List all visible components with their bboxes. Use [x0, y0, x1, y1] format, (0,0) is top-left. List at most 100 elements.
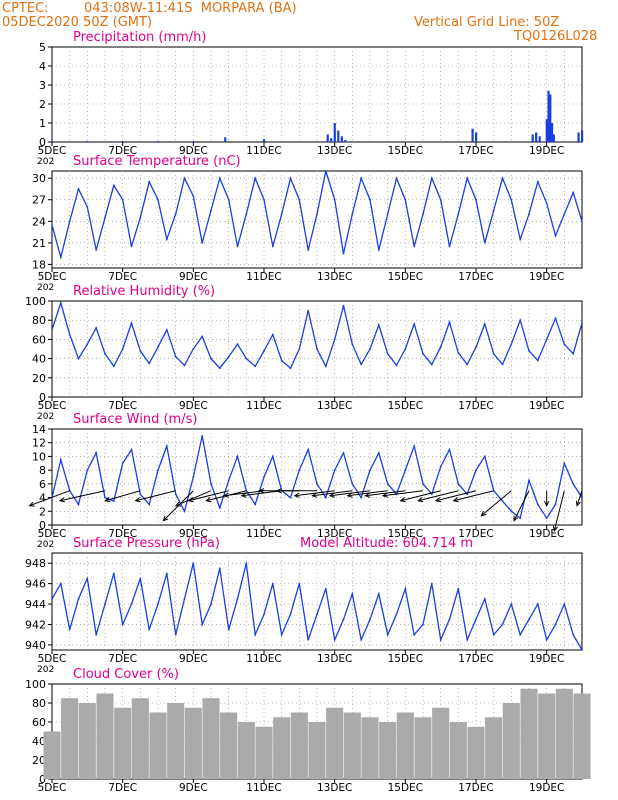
- x-tick-label: 11DEC: [246, 528, 281, 540]
- precip-bar: [340, 136, 343, 142]
- wind-arrow-head: [293, 492, 300, 498]
- series-point: [545, 638, 548, 641]
- wind-arrow-head: [311, 492, 318, 498]
- series-point: [360, 496, 363, 499]
- y-tick-label: 0: [39, 136, 46, 149]
- x-tick-label: 5DEC: [38, 271, 67, 283]
- precip-bar: [581, 130, 584, 142]
- series-point: [510, 510, 513, 513]
- series-point: [386, 482, 389, 485]
- wind-arrow-head: [162, 515, 169, 522]
- series-point: [236, 245, 239, 248]
- y-tick-label: 20: [32, 754, 46, 767]
- x-year-label: 202: [37, 412, 54, 422]
- series-point: [554, 503, 557, 506]
- series-point: [466, 363, 469, 366]
- y-tick-label: 12: [32, 437, 46, 450]
- series-point: [280, 633, 283, 636]
- series-point: [545, 202, 548, 205]
- series-point: [377, 324, 380, 326]
- y-tick-label: 4: [39, 60, 46, 73]
- y-tick-label: 80: [32, 697, 46, 710]
- wind-arrow: [29, 490, 70, 507]
- series-point: [121, 198, 124, 201]
- series-point: [536, 603, 539, 605]
- series-point: [236, 455, 239, 458]
- wind-arrow-head: [275, 488, 282, 494]
- series-point: [174, 493, 177, 496]
- x-tick-label: 9DEC: [179, 653, 208, 665]
- series-point: [316, 213, 318, 216]
- wind-arrow: [513, 490, 530, 521]
- series-point: [377, 249, 380, 251]
- series-point: [174, 355, 177, 358]
- y-tick-label: 942: [25, 618, 46, 631]
- series-point: [95, 326, 98, 329]
- cloud-bar: [449, 722, 467, 779]
- series-point: [271, 333, 274, 336]
- x-tick-label: 13DEC: [317, 528, 352, 540]
- x-tick-label: 13DEC: [317, 782, 352, 794]
- series-point: [307, 249, 310, 251]
- precip-bar: [330, 138, 333, 142]
- series-point: [227, 198, 230, 201]
- series-point: [254, 503, 257, 506]
- series-point: [192, 562, 195, 565]
- x-tick-label: 9DEC: [179, 145, 208, 157]
- y-tick-label: 4: [39, 492, 46, 505]
- series-point: [404, 587, 407, 590]
- series-point: [254, 633, 257, 636]
- series-point: [324, 365, 327, 368]
- cloud-bar: [485, 717, 503, 779]
- series-point: [95, 249, 98, 251]
- wind-arrow: [188, 490, 229, 502]
- wind-arrow-head: [174, 501, 182, 507]
- series-point: [351, 592, 354, 595]
- series-point: [130, 603, 133, 605]
- precip-bar: [535, 132, 538, 142]
- series-point: [581, 322, 583, 324]
- series-point: [342, 452, 345, 454]
- series-point: [59, 302, 62, 304]
- wind-arrow: [223, 490, 265, 497]
- precip-bar: [531, 134, 534, 142]
- wind-arrow-head: [205, 497, 212, 503]
- series-point: [448, 245, 451, 248]
- series-point: [130, 245, 133, 248]
- series-point: [104, 603, 106, 605]
- series-point: [369, 198, 371, 201]
- panel-title: Cloud Cover (%): [73, 667, 179, 682]
- wind-arrow-head: [417, 497, 424, 503]
- series-point: [572, 191, 575, 194]
- series-point: [263, 350, 265, 352]
- x-tick-label: 9DEC: [179, 400, 208, 412]
- cloud-bar: [167, 703, 185, 779]
- wind-arrow-head: [28, 501, 35, 507]
- x-tick-label: 9DEC: [179, 271, 208, 283]
- panel-pressure: 940 942 944 946 948 5DEC 7DEC 9DEC 11DEC 13DEC 15D…: [25, 536, 583, 675]
- y-tick-label: 80: [32, 314, 46, 327]
- series-point: [413, 633, 416, 636]
- series-point: [104, 352, 106, 355]
- series-point: [77, 357, 80, 360]
- precip-bar: [475, 132, 478, 142]
- precip-bar: [263, 139, 266, 142]
- series-point: [333, 338, 336, 341]
- x-tick-label: 9DEC: [179, 528, 208, 540]
- series-point: [165, 445, 168, 448]
- series-point: [501, 623, 504, 626]
- x-tick-label: 15DEC: [388, 145, 423, 157]
- wind-arrow-head: [187, 497, 194, 503]
- x-tick-label: 5DEC: [38, 782, 67, 794]
- x-tick-label: 13DEC: [317, 271, 352, 283]
- x-tick-label: 5DEC: [38, 145, 67, 157]
- x-tick-label: 15DEC: [388, 528, 423, 540]
- series-point: [210, 603, 212, 605]
- y-tick-label: 18: [32, 258, 46, 271]
- series-point: [572, 352, 575, 355]
- series-point: [148, 628, 151, 631]
- series-point: [536, 503, 539, 506]
- cloud-bar: [114, 707, 132, 779]
- series-point: [104, 216, 106, 219]
